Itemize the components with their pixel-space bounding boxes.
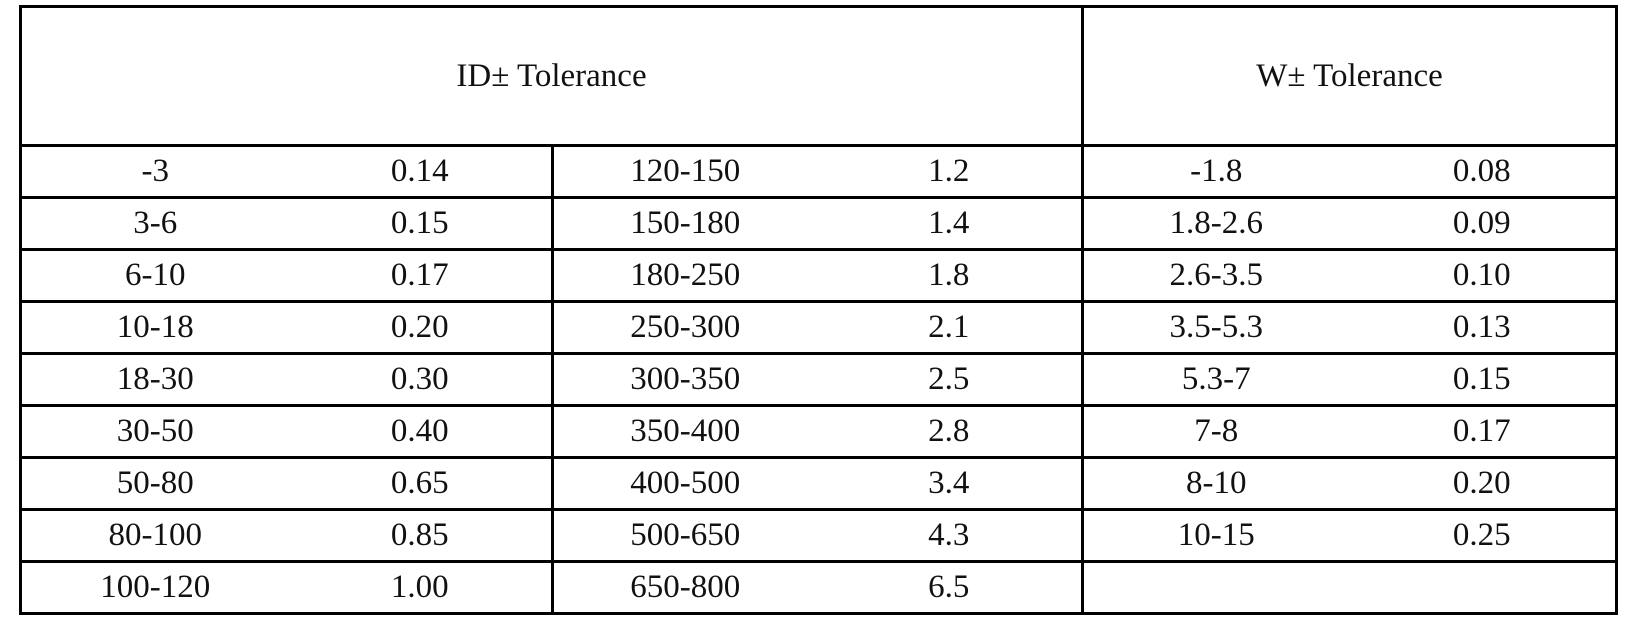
w-tolerance-cell: 0.20 — [1348, 456, 1619, 511]
id-range-cell: 300-350 — [551, 352, 817, 407]
id-tolerance-cell: 4.3 — [816, 508, 1083, 563]
w-range-cell: 7-8 — [1081, 404, 1349, 459]
id-range-cell: 400-500 — [551, 456, 817, 511]
tolerance-rows: -3 0.14 120-150 1.2 -1.8 0.08 3-6 0.15 150-180 1.… — [19, 144, 1619, 615]
w-tolerance-header: W± Tolerance — [1080, 5, 1619, 147]
table-row: 50-80 0.65 400-500 3.4 8-10 0.20 — [19, 456, 1619, 511]
id-tolerance-cell: 0.14 — [288, 144, 553, 199]
id-range-cell: 10-18 — [19, 300, 289, 355]
w-range-cell: 1.8-2.6 — [1081, 196, 1349, 251]
id-range-cell: 500-650 — [551, 508, 817, 563]
id-range-cell: 350-400 — [551, 404, 817, 459]
table-row: 6-10 0.17 180-250 1.8 2.6-3.5 0.10 — [19, 248, 1619, 303]
id-tolerance-cell: 0.40 — [288, 404, 553, 459]
id-range-cell: 6-10 — [19, 248, 289, 303]
id-tolerance-cell: 1.2 — [816, 144, 1083, 199]
id-tolerance-cell: 0.65 — [288, 456, 553, 511]
id-tolerance-cell: 0.85 — [288, 508, 553, 563]
w-tolerance-cell: 0.25 — [1348, 508, 1619, 563]
w-range-cell: 2.6-3.5 — [1081, 248, 1349, 303]
w-tolerance-cell: 0.17 — [1348, 404, 1619, 459]
w-range-cell: 10-15 — [1081, 508, 1349, 563]
id-tolerance-cell: 6.5 — [816, 560, 1083, 615]
id-tolerance-cell: 0.17 — [288, 248, 553, 303]
id-range-cell: 650-800 — [551, 560, 817, 615]
table-row: 18-30 0.30 300-350 2.5 5.3-7 0.15 — [19, 352, 1619, 407]
id-tolerance-cell: 0.15 — [288, 196, 553, 251]
id-range-cell: 180-250 — [551, 248, 817, 303]
id-range-cell: 50-80 — [19, 456, 289, 511]
table-row: 3-6 0.15 150-180 1.4 1.8-2.6 0.09 — [19, 196, 1619, 251]
w-tolerance-cell: 0.10 — [1348, 248, 1619, 303]
id-range-cell: 100-120 — [19, 560, 289, 615]
w-range-cell: -1.8 — [1081, 144, 1349, 199]
id-tolerance-cell: 1.8 — [816, 248, 1083, 303]
table-row: 80-100 0.85 500-650 4.3 10-15 0.25 — [19, 508, 1619, 563]
w-range-cell: 3.5-5.3 — [1081, 300, 1349, 355]
table-row: 30-50 0.40 350-400 2.8 7-8 0.17 — [19, 404, 1619, 459]
tolerance-table: ID± Tolerance W± Tolerance -3 0.14 120-150… — [19, 5, 1619, 615]
id-tolerance-cell: 2.1 — [816, 300, 1083, 355]
id-range-cell: 80-100 — [19, 508, 289, 563]
id-tolerance-header: ID± Tolerance — [19, 5, 1083, 147]
w-range-cell — [1081, 560, 1349, 615]
id-tolerance-cell: 1.00 — [288, 560, 553, 615]
table-row: 100-120 1.00 650-800 6.5 — [19, 560, 1619, 615]
id-tolerance-cell: 2.5 — [816, 352, 1083, 407]
id-range-cell: 30-50 — [19, 404, 289, 459]
id-tolerance-cell: 3.4 — [816, 456, 1083, 511]
id-range-cell: 18-30 — [19, 352, 289, 407]
w-range-cell: 5.3-7 — [1081, 352, 1349, 407]
id-range-cell: -3 — [19, 144, 289, 199]
w-range-cell: 8-10 — [1081, 456, 1349, 511]
w-tolerance-cell: 0.09 — [1348, 196, 1619, 251]
w-tolerance-cell: 0.08 — [1348, 144, 1619, 199]
table-row: -3 0.14 120-150 1.2 -1.8 0.08 — [19, 144, 1619, 199]
header-row: ID± Tolerance W± Tolerance — [19, 5, 1619, 147]
id-range-cell: 120-150 — [551, 144, 817, 199]
id-range-cell: 3-6 — [19, 196, 289, 251]
id-tolerance-cell: 2.8 — [816, 404, 1083, 459]
id-tolerance-cell: 1.4 — [816, 196, 1083, 251]
w-tolerance-cell — [1348, 560, 1619, 615]
id-range-cell: 150-180 — [551, 196, 817, 251]
id-tolerance-cell: 0.20 — [288, 300, 553, 355]
w-tolerance-cell: 0.15 — [1348, 352, 1619, 407]
table-row: 10-18 0.20 250-300 2.1 3.5-5.3 0.13 — [19, 300, 1619, 355]
id-range-cell: 250-300 — [551, 300, 817, 355]
w-tolerance-cell: 0.13 — [1348, 300, 1619, 355]
id-tolerance-cell: 0.30 — [288, 352, 553, 407]
